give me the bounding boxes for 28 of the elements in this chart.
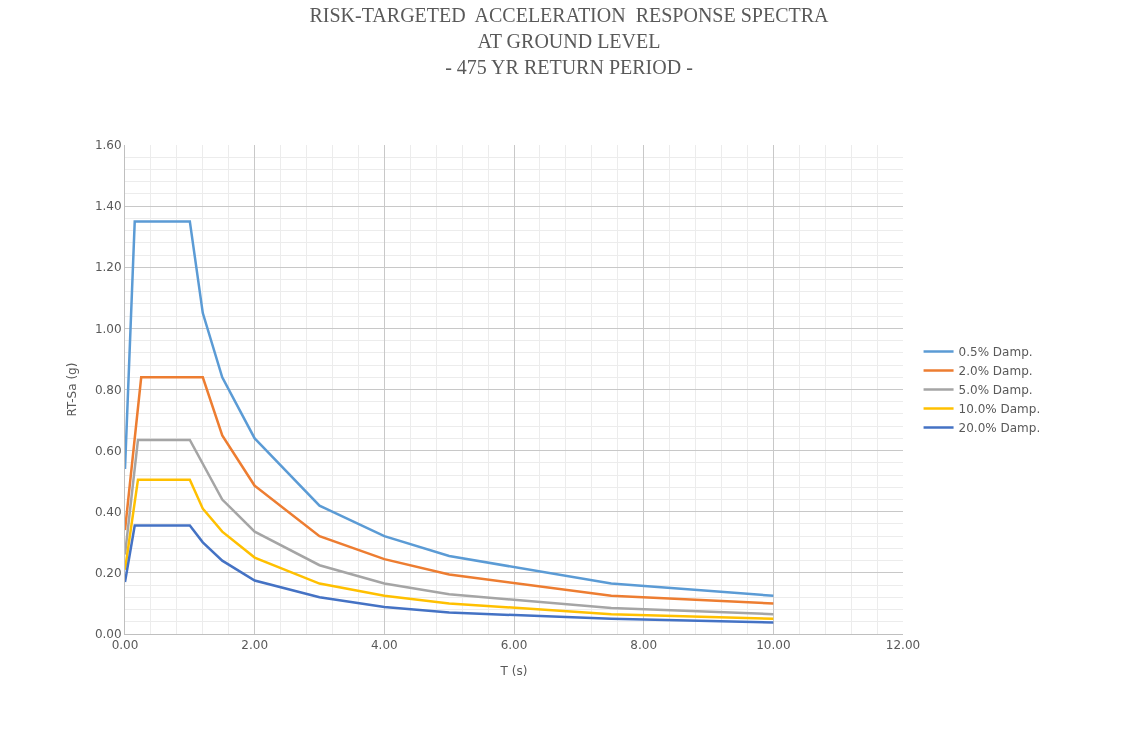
x-tick-label: 10.00 xyxy=(756,638,791,653)
line-series xyxy=(125,438,775,616)
x-tick-label: 4.00 xyxy=(370,638,398,653)
chart-title: RISK-TARGETED ACCELERATION RESPONSE SPECTRA AT GROUND LEVEL - 475 YR RETURN PERIOD - xyxy=(309,3,830,78)
x-axis-title: T (s) xyxy=(499,664,528,679)
y-tick-label: 0.60 xyxy=(94,443,122,458)
legend-label: 0.5% Damp. xyxy=(958,345,1033,360)
y-tick-label: 1.60 xyxy=(94,138,122,153)
line-series xyxy=(125,478,775,620)
y-tick-label: 0.80 xyxy=(94,382,122,397)
y-axis-title: RT-Sa (g) xyxy=(65,362,80,417)
y-tick-label: 1.40 xyxy=(94,199,122,214)
y-tick-label: 1.00 xyxy=(94,321,122,336)
y-tick-label: 1.20 xyxy=(94,260,122,275)
x-tick-label: 0.00 xyxy=(111,638,139,653)
line-series xyxy=(125,524,775,624)
line-series xyxy=(125,376,775,605)
legend-label: 5.0% Damp. xyxy=(958,383,1033,398)
legend-label: 10.0% Damp. xyxy=(958,402,1041,417)
line-series xyxy=(125,220,775,598)
x-tick-label: 8.00 xyxy=(630,638,658,653)
legend-label: 20.0% Damp. xyxy=(958,421,1041,436)
x-tick-label: 12.00 xyxy=(885,638,921,653)
legend-label: 2.0% Damp. xyxy=(958,364,1033,379)
y-tick-label: 0.20 xyxy=(94,566,122,581)
x-tick-label: 2.00 xyxy=(241,638,269,653)
y-tick-label: 0.40 xyxy=(94,504,122,519)
x-tick-label: 6.00 xyxy=(500,638,528,653)
